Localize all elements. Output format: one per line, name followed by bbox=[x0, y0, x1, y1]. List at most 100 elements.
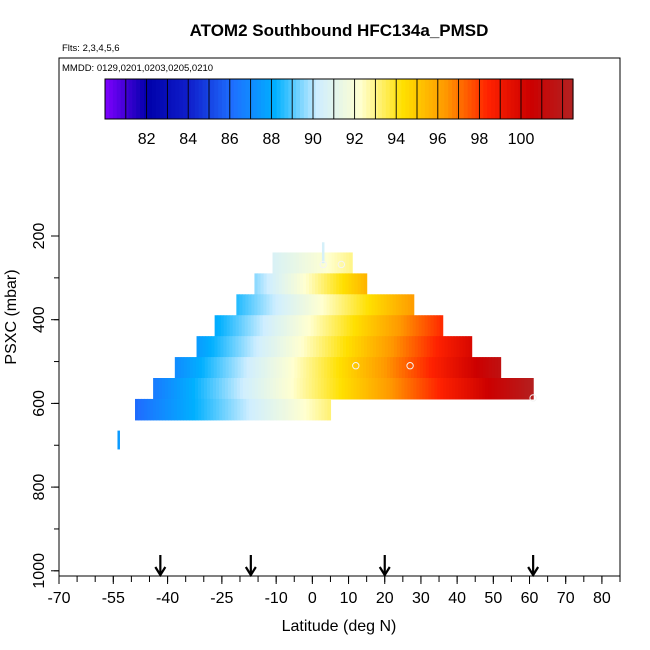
x-tick-label: -55 bbox=[102, 590, 125, 607]
heatmap-cell bbox=[344, 378, 349, 400]
heatmap-cell bbox=[268, 336, 272, 358]
heatmap-cell bbox=[261, 357, 266, 379]
colorbar-segment bbox=[350, 79, 356, 119]
heatmap-cell bbox=[299, 294, 304, 316]
heatmap-cell bbox=[430, 315, 435, 337]
heatmap-cell bbox=[380, 294, 385, 316]
heatmap-cell bbox=[306, 357, 310, 379]
colorbar-segment bbox=[475, 79, 480, 119]
colorbar-segment bbox=[128, 79, 133, 119]
colorbar-tick-label: 100 bbox=[508, 131, 535, 148]
heatmap-cell bbox=[315, 273, 319, 295]
heatmap-cell bbox=[281, 294, 286, 316]
heatmap-cell bbox=[251, 378, 256, 400]
heatmap-cell bbox=[262, 315, 267, 337]
heatmap-cell bbox=[319, 315, 324, 337]
heatmap-cell bbox=[239, 294, 243, 316]
heatmap-cell bbox=[300, 398, 304, 421]
heatmap-cell bbox=[253, 315, 258, 337]
heatmap-cell bbox=[278, 273, 283, 295]
heatmap-cell bbox=[331, 252, 336, 274]
colorbar-segment bbox=[370, 79, 375, 119]
heatmap-cell bbox=[387, 336, 392, 358]
heatmap-cell bbox=[302, 273, 307, 295]
heatmap-cell bbox=[338, 294, 343, 316]
heatmap-cell bbox=[296, 294, 301, 316]
heatmap-cell bbox=[234, 398, 238, 421]
heatmap-cell bbox=[300, 357, 304, 379]
heatmap-cell bbox=[473, 357, 478, 379]
heatmap-cell bbox=[380, 378, 385, 400]
heatmap-cell bbox=[270, 398, 274, 421]
heatmap-cell bbox=[342, 273, 347, 295]
heatmap-cell bbox=[208, 336, 213, 358]
heatmap-cell bbox=[294, 398, 298, 421]
heatmap-cell bbox=[356, 378, 361, 400]
x-tick-label: -10 bbox=[265, 590, 288, 607]
heatmap-cell bbox=[413, 357, 418, 379]
heatmap-cell bbox=[336, 273, 340, 295]
colorbar-segment bbox=[498, 79, 504, 119]
colorbar-segment bbox=[225, 79, 231, 119]
heatmap-cell bbox=[340, 336, 344, 358]
heatmap-cell bbox=[254, 294, 258, 316]
heatmap-cell bbox=[257, 273, 262, 295]
colorbar-segment bbox=[530, 79, 535, 119]
heatmap-cell bbox=[246, 357, 251, 379]
heatmap-cell bbox=[180, 378, 184, 400]
heatmap-cell bbox=[331, 336, 335, 358]
heatmap-cell bbox=[259, 336, 263, 358]
heatmap-cell bbox=[287, 378, 292, 400]
heatmap-cell bbox=[524, 378, 528, 400]
heatmap-cell bbox=[384, 357, 388, 379]
heatmap-cell bbox=[276, 398, 280, 421]
heatmap-cell bbox=[476, 357, 481, 379]
heatmap-cell bbox=[346, 315, 351, 337]
heatmap-cell bbox=[209, 378, 214, 400]
heatmap-cell bbox=[326, 294, 331, 316]
heatmap-cell bbox=[307, 336, 311, 358]
heatmap-cell bbox=[243, 398, 247, 421]
heatmap-cell bbox=[195, 357, 200, 379]
heatmap-cell bbox=[307, 315, 312, 337]
heatmap-cell bbox=[476, 378, 480, 400]
heatmap-cell bbox=[360, 273, 365, 295]
heatmap-cell bbox=[363, 357, 367, 379]
heatmap-cell bbox=[339, 357, 343, 379]
heatmap-cell bbox=[479, 378, 483, 400]
colorbar-segment bbox=[319, 79, 324, 119]
heatmap-cell bbox=[410, 378, 415, 400]
heatmap-cell bbox=[257, 378, 262, 400]
heatmap-cell bbox=[441, 336, 446, 358]
heatmap-cell bbox=[330, 273, 334, 295]
heatmap-cell bbox=[156, 398, 160, 421]
heatmap-cell bbox=[267, 357, 272, 379]
colorbar-segment bbox=[136, 79, 141, 119]
heatmap-cell bbox=[237, 357, 242, 379]
heatmap-cell bbox=[229, 336, 234, 358]
heatmap-cell bbox=[359, 378, 364, 400]
colorbar-tick-label: 88 bbox=[263, 131, 281, 148]
heatmap-cell bbox=[278, 252, 282, 274]
colorbar-segment bbox=[362, 79, 367, 119]
colorbar-tick-label: 98 bbox=[471, 131, 489, 148]
colorbar-segment bbox=[335, 79, 340, 119]
heatmap-cell bbox=[196, 336, 201, 358]
colorbar-segment bbox=[175, 79, 180, 119]
colorbar-segment bbox=[163, 79, 168, 119]
colorbar-segment bbox=[190, 79, 196, 119]
heatmap-cell bbox=[281, 252, 285, 274]
heatmap-cell bbox=[258, 357, 263, 379]
heatmap-cell bbox=[398, 378, 403, 400]
heatmap-cell bbox=[305, 378, 310, 400]
sample-marker bbox=[406, 362, 414, 370]
heatmap-cell bbox=[245, 378, 250, 400]
heatmap-cell bbox=[225, 398, 229, 421]
heatmap-cell bbox=[348, 357, 352, 379]
heatmap-cell bbox=[305, 294, 310, 316]
heatmap-cell bbox=[313, 336, 317, 358]
colorbar-segment bbox=[237, 79, 243, 119]
heatmap-cell bbox=[494, 378, 498, 400]
heatmap-cell bbox=[199, 336, 204, 358]
heatmap-cell bbox=[215, 378, 220, 400]
